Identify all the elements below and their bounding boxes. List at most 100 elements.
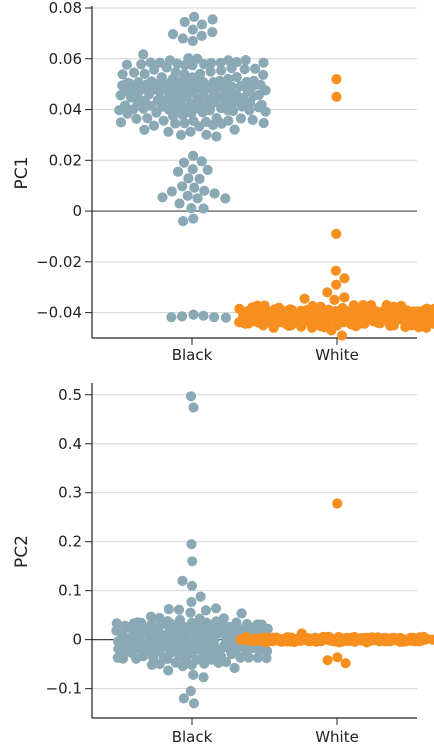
data-point-black bbox=[207, 14, 218, 25]
data-point-black bbox=[179, 69, 190, 80]
data-point-black bbox=[195, 68, 206, 79]
data-point-black bbox=[177, 181, 188, 192]
data-point-black bbox=[202, 164, 213, 176]
data-point-black bbox=[211, 131, 222, 142]
data-point-white bbox=[310, 632, 321, 643]
data-point-white bbox=[359, 318, 370, 329]
data-point-white bbox=[296, 628, 307, 639]
x-tick-label: White bbox=[315, 728, 359, 746]
data-point-black bbox=[136, 59, 147, 70]
data-point-black bbox=[178, 693, 189, 704]
data-point-white bbox=[271, 632, 282, 643]
data-point-white bbox=[307, 300, 318, 312]
data-point-black bbox=[186, 203, 197, 214]
data-point-white bbox=[331, 91, 342, 102]
data-point-white bbox=[258, 320, 269, 331]
data-point-black bbox=[261, 653, 272, 664]
y-tick-label: 0.2 bbox=[58, 533, 82, 551]
data-point-black bbox=[205, 66, 216, 77]
data-point-black bbox=[166, 186, 177, 197]
data-point-white bbox=[323, 304, 334, 315]
data-point-black bbox=[133, 77, 144, 88]
data-point-black bbox=[175, 129, 187, 141]
data-point-white bbox=[332, 652, 343, 663]
data-point-black bbox=[187, 24, 198, 35]
data-point-black bbox=[166, 312, 177, 323]
data-point-black bbox=[199, 185, 210, 196]
data-point-black bbox=[167, 28, 179, 40]
data-point-white bbox=[339, 273, 350, 284]
data-point-white bbox=[396, 300, 407, 311]
data-point-black bbox=[154, 612, 165, 624]
data-point-black bbox=[148, 120, 160, 131]
data-point-white bbox=[358, 300, 369, 311]
data-point-white bbox=[252, 300, 263, 311]
data-point-black bbox=[185, 126, 196, 137]
data-point-black bbox=[252, 652, 263, 663]
data-point-black bbox=[174, 198, 185, 209]
data-point-white bbox=[322, 655, 333, 666]
data-point-black bbox=[188, 698, 200, 709]
data-point-white bbox=[273, 302, 285, 313]
data-point-black bbox=[162, 653, 173, 665]
x-tick-label: White bbox=[315, 346, 359, 364]
data-point-white bbox=[306, 322, 318, 333]
data-point-black bbox=[185, 686, 196, 697]
data-point-black bbox=[177, 661, 188, 672]
data-point-white bbox=[366, 300, 377, 311]
data-point-black bbox=[138, 103, 149, 114]
data-point-black bbox=[258, 117, 269, 129]
data-point-black bbox=[196, 19, 208, 30]
data-point-black bbox=[240, 55, 251, 66]
data-point-black bbox=[178, 216, 189, 227]
data-point-black bbox=[186, 107, 197, 119]
data-point-black bbox=[231, 72, 242, 83]
data-point-black bbox=[187, 35, 198, 47]
y-tick-label: −0.02 bbox=[36, 253, 82, 271]
data-point-black bbox=[211, 616, 222, 627]
data-point-white bbox=[332, 498, 343, 509]
pc1-chart-panel: 0.08 0.06 0.04 0.02 0 −0.02 −0.04 PC1 Black White bbox=[12, 0, 434, 364]
data-point-black bbox=[216, 118, 227, 129]
data-point-black bbox=[176, 311, 188, 322]
data-point-black bbox=[186, 539, 197, 550]
data-point-white bbox=[375, 318, 386, 329]
data-point-white bbox=[348, 300, 359, 311]
data-point-black bbox=[188, 150, 199, 161]
data-point-white bbox=[296, 321, 307, 332]
data-point-black bbox=[252, 619, 263, 630]
data-point-black bbox=[177, 110, 189, 121]
data-point-black bbox=[163, 665, 174, 676]
data-point-black bbox=[189, 11, 200, 22]
data-point-black bbox=[201, 129, 212, 140]
y-tick-label: 0 bbox=[72, 631, 82, 649]
data-point-black bbox=[198, 203, 209, 214]
data-point-white bbox=[250, 636, 261, 647]
data-point-black bbox=[200, 605, 211, 616]
data-point-white bbox=[299, 293, 310, 304]
data-point-black bbox=[146, 659, 157, 671]
data-point-black bbox=[115, 117, 127, 128]
data-point-white bbox=[268, 322, 279, 333]
data-point-white bbox=[334, 637, 345, 648]
data-point-black bbox=[197, 107, 208, 118]
data-point-black bbox=[170, 118, 181, 129]
data-point-white bbox=[240, 318, 251, 329]
data-point-black bbox=[258, 57, 269, 68]
data-point-black bbox=[194, 76, 205, 87]
data-point-white bbox=[421, 322, 432, 333]
data-point-black bbox=[226, 649, 237, 660]
data-point-black bbox=[248, 75, 259, 86]
y-tick-label: −0.1 bbox=[46, 680, 82, 698]
data-point-black bbox=[216, 65, 227, 76]
data-point-black bbox=[194, 173, 205, 184]
data-point-black bbox=[151, 107, 162, 118]
data-point-white bbox=[413, 322, 424, 333]
data-point-black bbox=[177, 575, 188, 587]
data-point-black bbox=[229, 124, 240, 135]
data-point-black bbox=[146, 619, 157, 630]
data-point-black bbox=[250, 63, 261, 74]
data-point-white bbox=[394, 636, 405, 647]
data-point-black bbox=[182, 190, 193, 201]
data-point-black bbox=[170, 67, 181, 78]
